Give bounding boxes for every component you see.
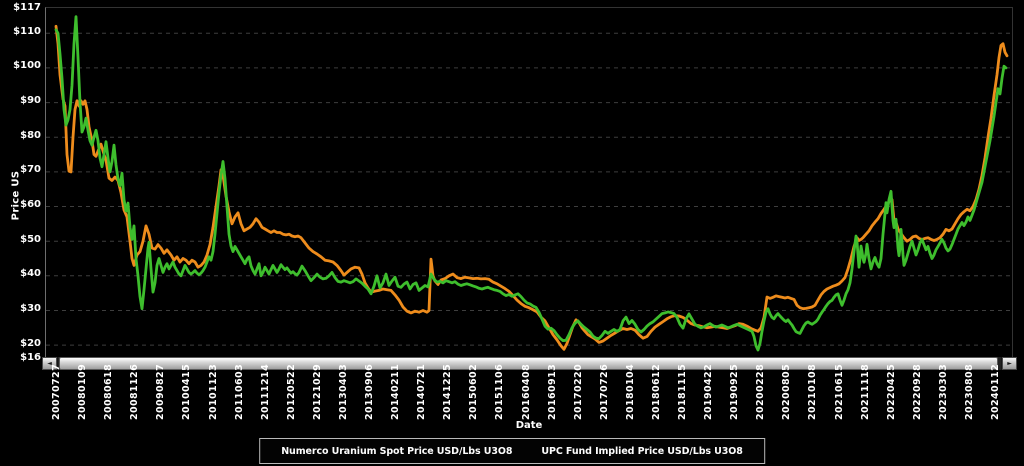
right-arrow-icon: ► <box>1007 359 1012 367</box>
y-tick-label: $20 <box>20 337 41 349</box>
x-tick-label: 20220425 <box>885 363 897 420</box>
x-tick-label: 20151106 <box>494 363 506 420</box>
plot-area <box>45 7 1013 358</box>
y-tick-label: $16 <box>20 351 41 363</box>
y-tick-label: $100 <box>13 60 41 72</box>
upc-implied-price-line <box>54 15 1008 352</box>
legend-item-upc-implied[interactable]: UPC Fund Implied Price USD/Lbs U3O8 <box>541 445 743 457</box>
x-tick-label: 20180612 <box>650 363 662 420</box>
x-tick-label: 20230808 <box>963 363 975 420</box>
y-tick-label: $30 <box>20 303 41 314</box>
x-tick-label: 20130906 <box>364 363 375 420</box>
y-tick-label: $70 <box>20 164 41 176</box>
y-tick-label: $40 <box>20 268 41 280</box>
x-axis-title: Date <box>515 420 543 431</box>
y-tick-label: $80 <box>20 129 41 141</box>
x-tick-label: 20160913 <box>546 363 558 420</box>
x-tick-label: 20170220 <box>572 363 584 420</box>
x-tick-label: 20070727 <box>51 363 62 420</box>
x-tick-label: 20120522 <box>285 363 297 420</box>
x-tick-label: 20200228 <box>755 363 767 420</box>
legend-item-numerco-spot[interactable]: Numerco Uranium Spot Price USD/Lbs U3O8 <box>281 445 513 457</box>
x-tick-label: 20130403 <box>337 363 349 420</box>
x-tick-label: 20141225 <box>442 363 454 420</box>
left-arrow-icon: ◄ <box>47 359 52 367</box>
x-tick-label: 20200805 <box>781 363 793 420</box>
y-tick-label: $117 <box>13 1 41 13</box>
scroll-right-button[interactable]: ► <box>1002 357 1017 370</box>
x-tick-label: 20080109 <box>77 363 89 420</box>
scrollbar-thumb[interactable] <box>59 357 998 370</box>
x-tick-label: 20240112 <box>990 363 1001 420</box>
x-tick-label: 20190925 <box>729 363 741 420</box>
x-tick-label: 20230303 <box>937 363 949 420</box>
numerco-spot-price-line <box>54 24 1009 351</box>
x-tick-label: 20160408 <box>520 363 532 420</box>
x-tick-label: 20140721 <box>416 363 428 420</box>
x-tick-label: 20180104 <box>624 363 636 420</box>
x-tick-label: 20181115 <box>677 363 688 420</box>
x-tick-label: 20220928 <box>911 363 923 420</box>
scrollbar-track[interactable] <box>58 357 1001 370</box>
x-tick-label: 20211118 <box>859 363 871 420</box>
x-tick-label: 20140211 <box>390 363 402 420</box>
price-lines-svg <box>46 15 1012 352</box>
x-tick-label: 20090827 <box>155 363 167 420</box>
y-tick-label: $110 <box>13 25 41 37</box>
x-tick-label: 20170726 <box>598 363 610 420</box>
x-tick-label: 20190422 <box>703 363 715 420</box>
x-tick-label: 20110603 <box>233 363 245 420</box>
legend: Numerco Uranium Spot Price USD/Lbs U3O8 … <box>259 438 765 464</box>
x-tick-label: 20210615 <box>833 363 845 420</box>
y-tick-label: $90 <box>20 95 41 107</box>
y-tick-label: $50 <box>20 233 41 245</box>
y-tick-label: $60 <box>20 199 41 210</box>
x-tick-label: 20150602 <box>468 363 480 420</box>
scroll-left-button[interactable]: ◄ <box>42 357 57 370</box>
x-tick-label: 20101123 <box>207 363 219 420</box>
horizontal-scrollbar[interactable]: ◄ ► <box>42 357 1017 370</box>
x-tick-label: 20081126 <box>129 363 141 420</box>
x-tick-label: 20121029 <box>311 363 323 420</box>
x-tick-label: 20100415 <box>181 363 193 420</box>
x-tick-label: 20111214 <box>259 363 271 420</box>
x-tick-label: 20210108 <box>807 363 819 420</box>
x-tick-label: 20080618 <box>103 363 115 420</box>
